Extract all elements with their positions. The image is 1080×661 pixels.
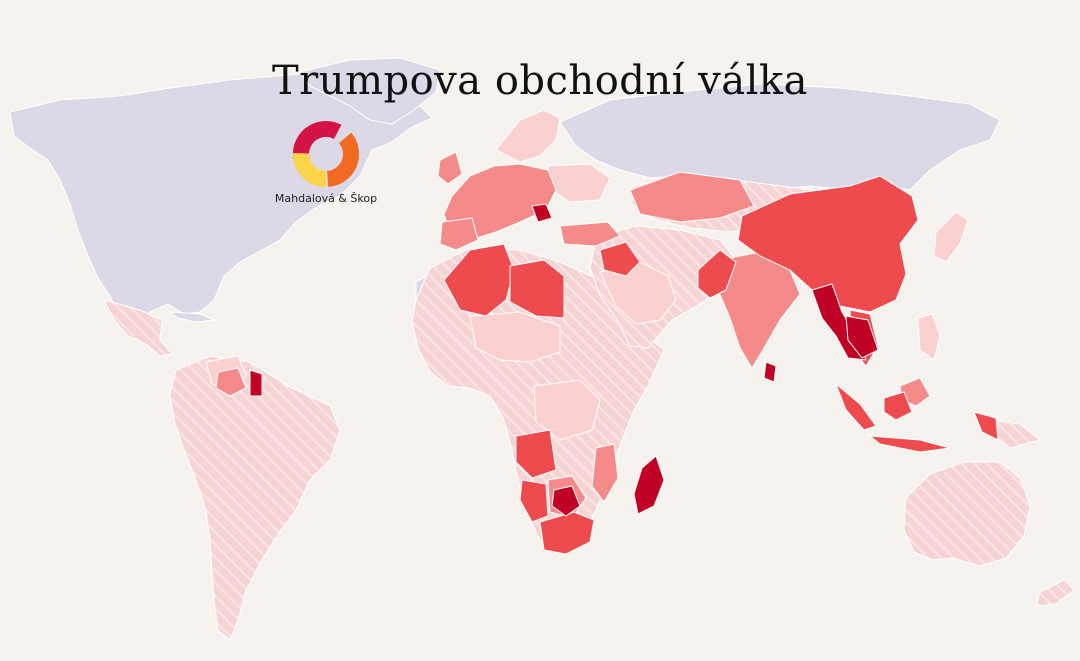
mexico-region xyxy=(103,299,173,357)
new-zealand-region xyxy=(1035,579,1075,607)
brand-ring-icon xyxy=(293,121,359,187)
east-europe-region xyxy=(547,163,611,203)
australia-region xyxy=(903,461,1031,567)
laos-cambodia-region xyxy=(845,315,879,359)
namibia-region xyxy=(519,479,549,523)
madagascar-region xyxy=(633,455,665,515)
china-region xyxy=(737,175,919,313)
mozambique-region xyxy=(591,443,619,503)
south-america-region xyxy=(169,355,341,641)
brand-name: Mahdalová & Škop xyxy=(274,192,378,205)
sumatra-region xyxy=(834,382,877,431)
uk-region xyxy=(437,151,463,185)
cuba-region xyxy=(168,311,216,323)
central-africa-region xyxy=(533,379,601,441)
serbia-region xyxy=(531,203,553,223)
greenland-region xyxy=(299,57,441,125)
lesotho-botswana-region xyxy=(551,485,581,517)
philippines-region xyxy=(917,313,941,361)
west-africa-region xyxy=(469,311,561,363)
colombia-region xyxy=(215,367,247,397)
kazakhstan-region xyxy=(629,171,755,223)
pakistan-region xyxy=(697,249,737,299)
guyana-region xyxy=(249,369,263,397)
japan-region xyxy=(933,211,969,263)
angola-region xyxy=(515,429,557,479)
iberia-region xyxy=(439,217,479,251)
syria-iraq-region xyxy=(599,241,641,277)
libya-region xyxy=(509,259,565,319)
page-title: Trumpova obchodní válka xyxy=(272,58,808,104)
borneo-region xyxy=(883,391,913,421)
south-africa-region xyxy=(539,511,595,555)
saudi-region xyxy=(599,261,677,325)
brand-logo: Mahdalová & Škop xyxy=(268,118,384,205)
scandinavia-region xyxy=(495,109,561,163)
sri-lanka-region xyxy=(763,361,777,383)
turkey-region xyxy=(559,221,621,247)
java-borneo-region xyxy=(868,435,951,453)
sulawesi-region xyxy=(973,411,999,441)
